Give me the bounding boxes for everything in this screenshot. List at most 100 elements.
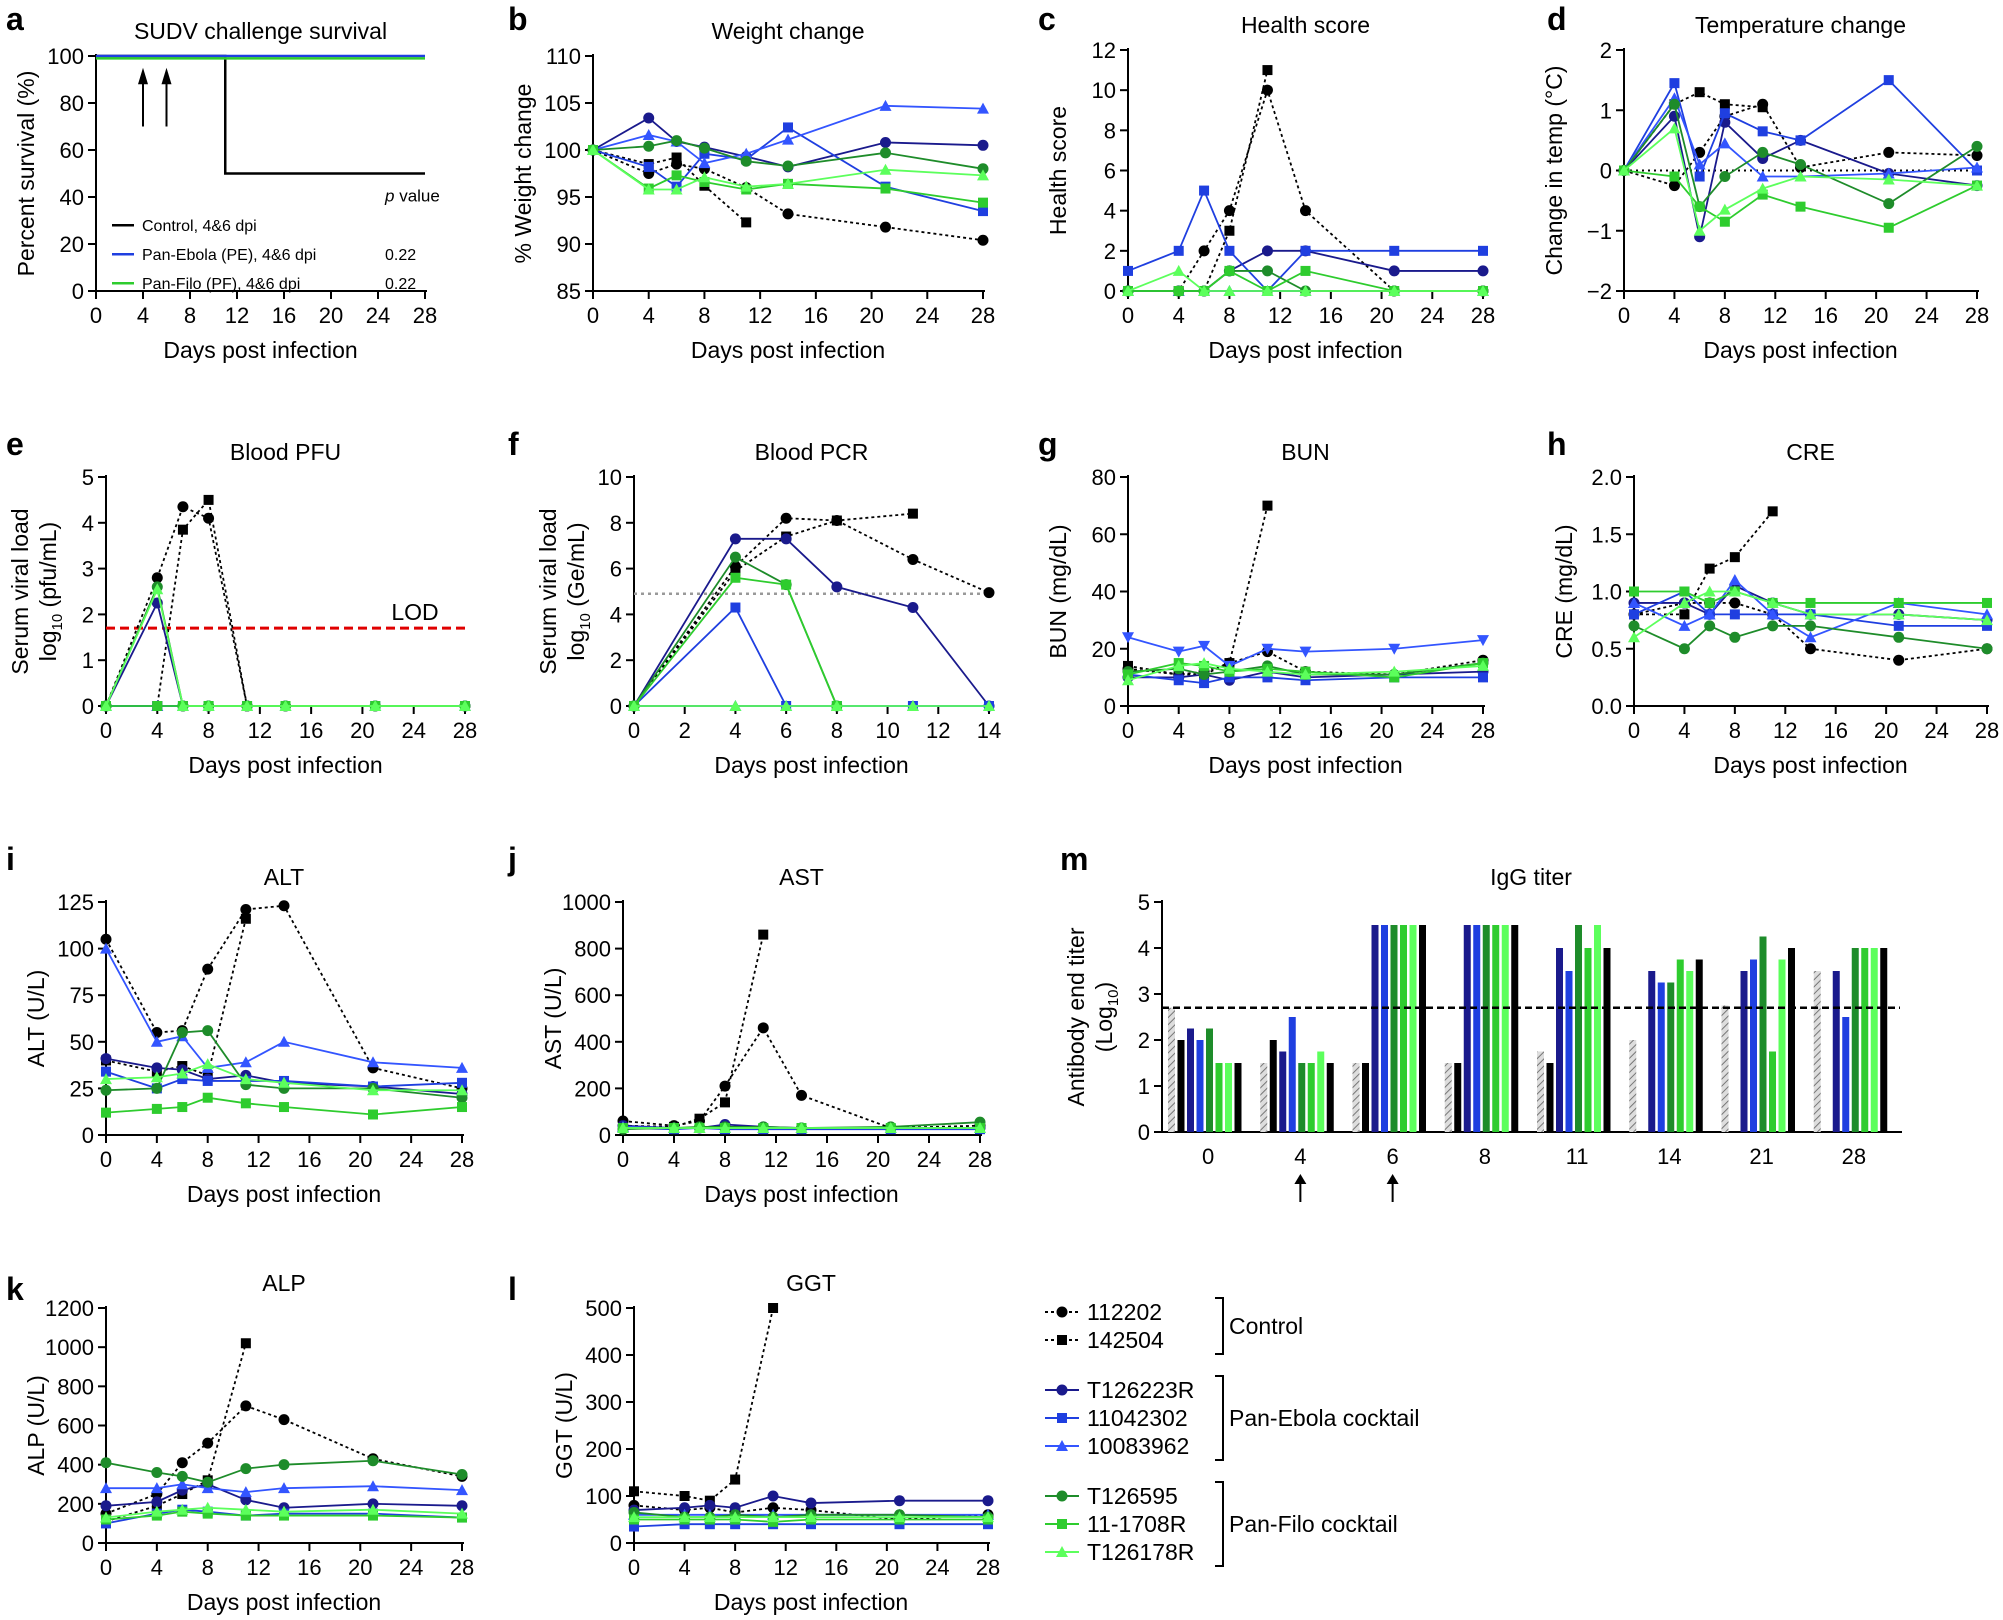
- data-point: [880, 183, 891, 194]
- series-T126178R: [100, 1058, 468, 1096]
- x-tick-label: 16: [815, 1147, 839, 1172]
- y-tick-label: 0: [1104, 694, 1116, 719]
- y-tick-label: 100: [57, 937, 94, 962]
- data-point: [1199, 678, 1210, 689]
- titer-bar: [1279, 1051, 1287, 1132]
- titer-bar: [1501, 925, 1509, 1132]
- data-point: [704, 1499, 716, 1511]
- series-11042302: [1123, 185, 1488, 296]
- x-tick-label: 28: [450, 1147, 474, 1172]
- y-tick-label: 60: [60, 138, 84, 163]
- data-point: [805, 1497, 817, 1509]
- data-point: [368, 1510, 378, 1521]
- pvalue-rest: value: [394, 187, 439, 206]
- data-point: [456, 1500, 468, 1512]
- titer-bar: [1667, 982, 1675, 1132]
- data-point: [617, 1122, 629, 1134]
- titer-bar: [1769, 1051, 1776, 1132]
- data-point: [906, 700, 919, 711]
- data-point: [456, 1484, 468, 1496]
- x-tick-label: 20: [348, 1147, 372, 1172]
- titer-bar: [1269, 1040, 1277, 1132]
- panel-i: 0 25 50 75 100 125 0 4 8 12 16 20 24 28 ALT Days post i…: [23, 864, 474, 1207]
- data-point: [151, 1103, 162, 1114]
- titer-bar: [1695, 959, 1703, 1132]
- series-line: [106, 1483, 463, 1493]
- y-tick-label: 600: [57, 1414, 94, 1439]
- data-point: [1261, 265, 1273, 277]
- x-tick-label: 24: [1420, 718, 1444, 743]
- series-142504: [618, 929, 769, 1132]
- data-point: [202, 1092, 213, 1103]
- series-T126178R: [1628, 585, 1993, 643]
- data-point: [643, 161, 654, 172]
- series-11-1708R: [101, 1092, 467, 1120]
- series-line: [1623, 96, 1978, 178]
- data-point: [1882, 167, 1895, 179]
- series-line: [105, 904, 463, 1090]
- data-point: [978, 197, 988, 208]
- x-axis-label: Days post infection: [1208, 752, 1402, 778]
- x-tick-label: 12: [1268, 303, 1292, 328]
- y-tick-label: 100: [544, 138, 581, 163]
- series-line: [105, 505, 248, 707]
- x-tick-label: 16: [272, 303, 296, 328]
- y-tick-label: 5: [82, 465, 94, 490]
- data-point: [1300, 205, 1311, 217]
- data-point: [1261, 245, 1273, 257]
- y-axis-label: AST (U/L): [540, 968, 566, 1070]
- titer-bar: [1594, 925, 1601, 1132]
- titer-bar: [1307, 1063, 1315, 1132]
- data-point: [1795, 158, 1806, 170]
- data-point: [782, 133, 794, 145]
- bar-group-day-6: [1352, 925, 1426, 1132]
- x-tick-label: 0: [1122, 718, 1134, 743]
- x-tick-label: 24: [366, 303, 390, 328]
- x-tick-label: 16: [1319, 718, 1343, 743]
- data-point: [978, 206, 988, 217]
- legend-bracket: [1215, 1481, 1224, 1567]
- data-point: [1971, 140, 1983, 152]
- data-point: [150, 1071, 163, 1083]
- titer-bar: [1575, 925, 1582, 1132]
- titer-bar: [1419, 925, 1426, 1132]
- data-point: [176, 1470, 188, 1482]
- data-point: [1388, 285, 1401, 296]
- legend-marker: [1056, 1384, 1068, 1396]
- legend-pvalue: 0.22: [385, 276, 416, 293]
- y-axis-label-prefix: log: [563, 630, 589, 661]
- panel-j: 0 200 400 600 800 1000 0 4 8 12 16 20 24 28 AST Days po…: [540, 864, 992, 1207]
- data-point: [698, 142, 710, 154]
- data-point: [1767, 506, 1778, 517]
- data-point: [670, 183, 683, 195]
- legend-marker: [1056, 1440, 1068, 1451]
- data-point: [894, 1495, 905, 1507]
- y-tick-label: 0: [82, 1123, 94, 1148]
- data-point: [177, 524, 188, 535]
- panel-letter-e: e: [6, 426, 24, 462]
- x-tick-label: 2: [679, 718, 691, 743]
- data-point: [1893, 597, 1904, 608]
- data-point: [1883, 146, 1895, 158]
- data-point: [907, 508, 918, 519]
- legend-animal-id: 10083962: [1087, 1433, 1189, 1459]
- data-point: [456, 1468, 468, 1480]
- y-tick-label: 85: [557, 279, 581, 304]
- data-point: [1668, 180, 1680, 192]
- y-axis-label-subscript: 10: [49, 614, 66, 631]
- data-point: [1172, 659, 1185, 671]
- data-point: [1694, 87, 1705, 98]
- legend-animal-id: T126178R: [1087, 1539, 1194, 1565]
- y-tick-label: 600: [574, 983, 611, 1008]
- legend-animal-id: T126223R: [1087, 1377, 1194, 1403]
- titer-bar: [1177, 1040, 1185, 1132]
- panel-h: 0.0 0.5 1.0 1.5 2.0 0 4 8 12 16 20 24 28 CRE Days post…: [1551, 439, 1999, 778]
- panel-letter-d: d: [1547, 1, 1567, 37]
- titer-bar: [1463, 925, 1471, 1132]
- data-point: [1389, 245, 1400, 256]
- data-point: [629, 1486, 639, 1497]
- panel-letter-l: l: [508, 1271, 517, 1307]
- series-142504: [101, 913, 251, 1081]
- series-11042302: [629, 602, 994, 711]
- y-axis-label: Health score: [1045, 106, 1071, 235]
